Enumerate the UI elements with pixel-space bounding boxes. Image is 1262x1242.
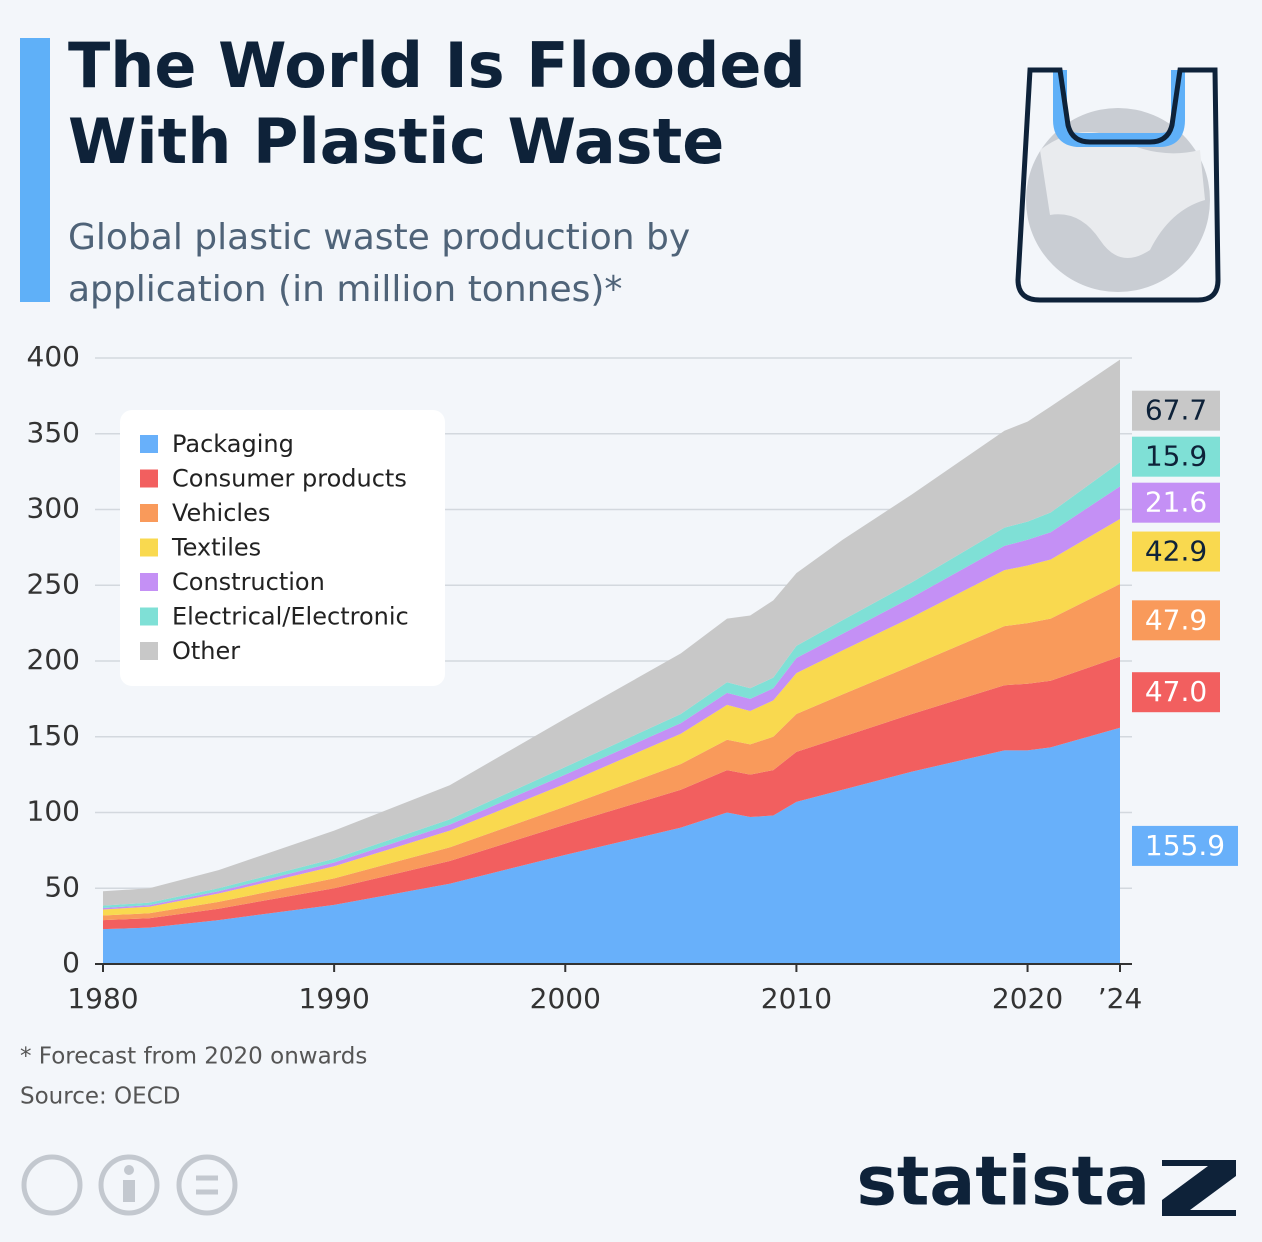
label-box [1132, 436, 1220, 477]
source: Source: OECD [20, 1084, 180, 1110]
value-label: 67.7 [1145, 394, 1207, 427]
accent-bar [20, 38, 50, 302]
legend-swatch [140, 435, 158, 453]
area [103, 727, 1120, 964]
y-tick-label: 100 [27, 795, 80, 828]
label-box [1132, 600, 1220, 641]
title: The World Is Flooded With Plastic Waste [68, 29, 806, 178]
value-label: 42.9 [1145, 535, 1207, 568]
y-tick-label: 300 [27, 492, 80, 525]
legend-label: Other [172, 637, 240, 665]
legend-box [120, 410, 445, 686]
legend-swatch [140, 642, 158, 660]
label-box [1132, 531, 1220, 572]
legend-label: Consumer products [172, 465, 407, 493]
legend-label: Packaging [172, 430, 294, 458]
y-tick-label: 400 [27, 340, 80, 373]
cc-icons [21, 1154, 238, 1216]
subtitle: Global plastic waste production by appli… [68, 217, 691, 310]
x-tick-label: 2020 [992, 982, 1063, 1015]
footnote: * Forecast from 2020 onwards [20, 1044, 367, 1070]
y-tick-label: 200 [27, 643, 80, 676]
label-box [1132, 482, 1220, 523]
legend-label: Vehicles [172, 499, 270, 527]
x-tick-label: ’24 [1098, 982, 1143, 1015]
legend-label: Textiles [171, 534, 261, 562]
label-box [1132, 672, 1220, 713]
legend-swatch [140, 607, 158, 626]
legend-label: Electrical/Electronic [172, 603, 409, 631]
y-tick-label: 0 [62, 946, 80, 979]
value-label: 47.9 [1145, 603, 1207, 636]
value-label: 155.9 [1145, 829, 1225, 862]
label-box [1132, 390, 1220, 431]
value-label: 47.0 [1145, 675, 1207, 708]
value-label: 21.6 [1145, 486, 1207, 519]
label-box [1132, 825, 1238, 866]
legend-swatch [140, 469, 158, 488]
brand-logo [1162, 1160, 1236, 1216]
x-tick-label: 2010 [761, 982, 832, 1015]
legend-label: Construction [172, 568, 325, 596]
legend-swatch [140, 538, 158, 557]
y-tick-label: 150 [27, 719, 80, 752]
y-tick-label: 250 [27, 567, 80, 600]
legend: Packaging Consumer products Vehicles Textil… [120, 410, 445, 686]
x-tick-label: 2000 [530, 982, 601, 1015]
y-tick-label: 50 [44, 870, 80, 903]
x-tick-label: 1980 [67, 982, 138, 1015]
x-tick-label: 1990 [299, 982, 370, 1015]
value-label: 15.9 [1145, 440, 1207, 473]
y-tick-label: 350 [27, 416, 80, 449]
legend-swatch [140, 573, 158, 591]
legend-swatch [140, 504, 158, 522]
brand: statista [856, 1143, 1150, 1222]
bag-icon [1015, 67, 1221, 303]
